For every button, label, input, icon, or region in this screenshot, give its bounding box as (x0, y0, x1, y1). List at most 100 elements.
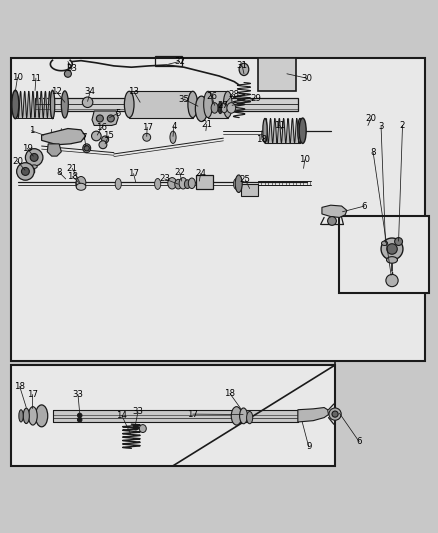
Circle shape (395, 238, 403, 246)
Ellipse shape (233, 179, 240, 189)
Text: 16: 16 (96, 123, 107, 132)
Text: 28: 28 (228, 90, 239, 99)
Text: 30: 30 (301, 74, 312, 83)
Ellipse shape (188, 178, 195, 189)
Polygon shape (322, 205, 347, 217)
Text: 1: 1 (29, 126, 34, 135)
Ellipse shape (218, 102, 223, 114)
Text: 26: 26 (206, 92, 218, 101)
Text: 31: 31 (237, 61, 248, 70)
Ellipse shape (143, 133, 151, 141)
Ellipse shape (235, 175, 242, 192)
Ellipse shape (179, 177, 187, 189)
Bar (208, 91, 228, 118)
Text: 4: 4 (171, 122, 177, 131)
Text: 34: 34 (85, 87, 96, 96)
Text: 5: 5 (116, 109, 121, 118)
Ellipse shape (223, 91, 232, 118)
Text: 12: 12 (50, 87, 62, 96)
Ellipse shape (386, 257, 398, 263)
Text: 33: 33 (132, 407, 144, 416)
Circle shape (107, 115, 114, 122)
Text: 8: 8 (57, 168, 62, 177)
Text: 10: 10 (12, 73, 23, 82)
Ellipse shape (76, 176, 86, 189)
Ellipse shape (231, 407, 242, 425)
Circle shape (84, 146, 89, 151)
Ellipse shape (12, 90, 19, 119)
Ellipse shape (170, 131, 176, 143)
Ellipse shape (155, 179, 161, 189)
Text: 29: 29 (250, 94, 261, 103)
Ellipse shape (240, 408, 247, 424)
Text: 7: 7 (82, 133, 87, 142)
Ellipse shape (35, 405, 48, 427)
Ellipse shape (76, 183, 86, 190)
Circle shape (25, 149, 43, 166)
Ellipse shape (102, 136, 109, 143)
Ellipse shape (188, 91, 198, 118)
Text: 32: 32 (174, 57, 185, 66)
Text: 3: 3 (378, 122, 384, 131)
Ellipse shape (221, 103, 227, 113)
Circle shape (387, 244, 397, 254)
Text: 33: 33 (67, 64, 78, 73)
Text: 18: 18 (224, 389, 236, 398)
Ellipse shape (83, 144, 91, 152)
Text: 2: 2 (400, 121, 405, 130)
Ellipse shape (299, 118, 306, 143)
Ellipse shape (298, 118, 302, 143)
Text: 18: 18 (67, 172, 78, 181)
Circle shape (328, 216, 336, 225)
Text: 15: 15 (103, 132, 114, 141)
Ellipse shape (211, 103, 218, 113)
Ellipse shape (247, 411, 253, 424)
Polygon shape (47, 144, 61, 156)
Ellipse shape (19, 410, 23, 422)
Text: 11: 11 (30, 74, 42, 83)
Ellipse shape (381, 241, 388, 246)
Ellipse shape (50, 90, 55, 119)
Bar (258, 59, 296, 91)
Ellipse shape (168, 177, 177, 189)
Circle shape (21, 167, 29, 175)
Ellipse shape (99, 141, 107, 149)
Text: 17: 17 (187, 409, 198, 418)
Text: 6: 6 (357, 437, 362, 446)
Text: 9: 9 (306, 442, 311, 451)
Polygon shape (42, 128, 85, 145)
Text: 17: 17 (141, 123, 153, 132)
Text: 21: 21 (67, 164, 78, 173)
Text: 23: 23 (159, 174, 170, 183)
Bar (35, 98, 298, 111)
Ellipse shape (61, 91, 68, 118)
Text: 24: 24 (195, 169, 206, 178)
Circle shape (381, 238, 403, 260)
Ellipse shape (23, 408, 29, 424)
Ellipse shape (115, 179, 121, 189)
Ellipse shape (175, 179, 182, 189)
Bar (196, 175, 213, 189)
Bar (155, 56, 182, 66)
Ellipse shape (139, 425, 146, 432)
Circle shape (332, 411, 338, 417)
Text: 19: 19 (22, 144, 32, 153)
Ellipse shape (76, 179, 82, 189)
Text: 8: 8 (371, 148, 376, 157)
Text: 21: 21 (201, 119, 212, 128)
Text: 18: 18 (14, 382, 25, 391)
Circle shape (78, 413, 82, 418)
Circle shape (64, 70, 71, 77)
Circle shape (133, 425, 138, 430)
Ellipse shape (263, 118, 267, 143)
Text: 14: 14 (116, 411, 127, 420)
Text: 17: 17 (27, 390, 38, 399)
Text: 20: 20 (365, 114, 377, 123)
Circle shape (329, 408, 341, 420)
Text: 27: 27 (217, 101, 228, 110)
Text: 17: 17 (128, 169, 139, 178)
Bar (339, 216, 429, 293)
Polygon shape (92, 111, 118, 125)
Bar (11, 59, 425, 361)
Ellipse shape (31, 165, 37, 168)
